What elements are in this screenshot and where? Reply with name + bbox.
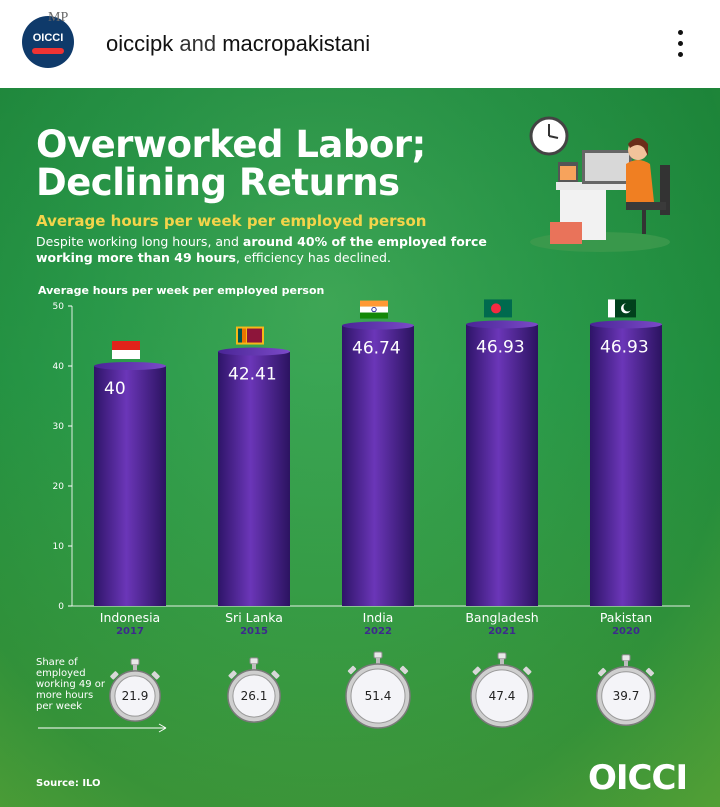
sri-lanka-flag-icon bbox=[236, 326, 264, 345]
avatar-logo-mark bbox=[32, 48, 64, 54]
bar bbox=[218, 351, 290, 606]
author-username-2[interactable]: macropakistani bbox=[222, 31, 371, 56]
bar-top-cap bbox=[94, 362, 166, 370]
source-note: Source: ILO bbox=[36, 778, 101, 789]
title-line-2: Declining Returns bbox=[36, 161, 400, 204]
bar-top-cap bbox=[342, 321, 414, 330]
profile-avatar[interactable]: OICCI bbox=[22, 16, 74, 68]
y-axis-title: Average hours per week per employed pers… bbox=[38, 284, 325, 297]
author-username-1[interactable]: oiccipk bbox=[106, 31, 174, 56]
stopwatch-icon bbox=[109, 658, 161, 722]
bar-top-cap bbox=[466, 320, 538, 329]
bar-value-label: 40 bbox=[104, 379, 126, 399]
bar bbox=[342, 325, 414, 606]
oicci-logo: OICCI bbox=[588, 758, 688, 798]
bar-top-cap bbox=[218, 347, 290, 356]
description-bold: around 40% of the employed force working… bbox=[36, 234, 487, 265]
description-text-2: , efficiency has declined. bbox=[236, 250, 391, 265]
share-value-label: 47.4 bbox=[489, 689, 516, 703]
bar-top-cap bbox=[590, 320, 662, 329]
y-tick-label: 30 bbox=[53, 422, 65, 432]
x-year-label: 2021 bbox=[488, 626, 516, 637]
collab-badge: MP bbox=[48, 10, 69, 25]
y-tick-label: 0 bbox=[58, 602, 64, 612]
share-value-label: 39.7 bbox=[613, 689, 640, 703]
x-category-label: Pakistan bbox=[600, 610, 652, 625]
post-author-names: oiccipk and macropakistani bbox=[106, 31, 370, 57]
stopwatch-icon bbox=[470, 652, 534, 728]
bangladesh-flag-icon bbox=[484, 299, 512, 318]
bar bbox=[590, 324, 662, 606]
office-worker-illustration bbox=[529, 116, 670, 252]
share-value-label: 51.4 bbox=[365, 689, 392, 703]
stopwatch-icon bbox=[345, 651, 411, 729]
title-line-1: Overworked Labor; bbox=[36, 123, 426, 166]
share-value-label: 26.1 bbox=[241, 689, 268, 703]
description-text-1: Despite working long hours, and bbox=[36, 234, 243, 249]
bar-value-label: 46.74 bbox=[352, 339, 401, 359]
infographic-subtitle: Average hours per week per employed pers… bbox=[36, 212, 427, 230]
infographic-post: Overworked Labor; Declining Returns Aver… bbox=[0, 88, 720, 807]
post-header: OICCI MP oiccipk and macropakistani bbox=[0, 0, 720, 88]
y-tick-label: 50 bbox=[53, 302, 65, 312]
y-tick-label: 40 bbox=[53, 362, 65, 372]
infographic-description: Despite working long hours, and around 4… bbox=[36, 234, 506, 266]
arrow-right-icon bbox=[158, 723, 167, 733]
stopwatch-icon bbox=[227, 657, 281, 723]
bar bbox=[466, 324, 538, 606]
bar bbox=[94, 366, 166, 606]
bar-value-label: 42.41 bbox=[228, 365, 277, 385]
more-options-icon[interactable] bbox=[668, 26, 692, 62]
indonesia-flag-icon bbox=[112, 341, 140, 359]
y-tick-label: 20 bbox=[53, 482, 65, 492]
pakistan-flag-icon bbox=[608, 299, 636, 318]
x-year-label: 2020 bbox=[612, 626, 640, 637]
stopwatch-icon bbox=[595, 654, 657, 727]
x-year-label: 2022 bbox=[364, 626, 392, 637]
x-year-label: 2015 bbox=[240, 626, 268, 637]
author-connector: and bbox=[179, 31, 217, 56]
x-category-label: India bbox=[363, 610, 394, 625]
x-category-label: Sri Lanka bbox=[225, 610, 283, 625]
share-value-label: 21.9 bbox=[122, 689, 149, 703]
avatar-logo-text: OICCI bbox=[32, 32, 64, 44]
x-year-label: 2017 bbox=[116, 626, 144, 637]
infographic-title: Overworked Labor; Declining Returns bbox=[36, 126, 426, 202]
india-flag-icon bbox=[360, 300, 388, 319]
y-tick-label: 10 bbox=[53, 542, 65, 552]
bar-value-label: 46.93 bbox=[600, 337, 649, 357]
share-label: Share of employed working 49 or more hou… bbox=[36, 657, 105, 712]
x-category-label: Indonesia bbox=[100, 610, 160, 625]
bar-value-label: 46.93 bbox=[476, 337, 525, 357]
x-category-label: Bangladesh bbox=[465, 610, 538, 625]
